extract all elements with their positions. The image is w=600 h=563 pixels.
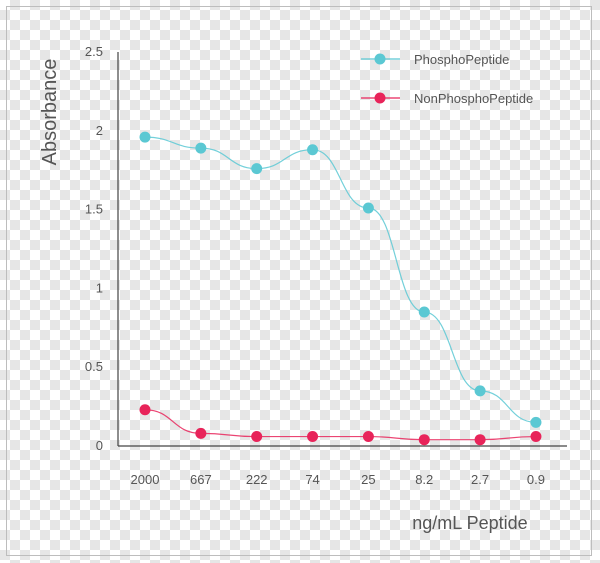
data-point-1 [139, 404, 151, 416]
y-tick-label: 1.5 [85, 202, 103, 217]
legend: PhosphoPeptide NonPhosphoPeptide [361, 52, 533, 106]
series-group [139, 131, 542, 446]
series-line-0 [144, 136, 536, 423]
chart-frame [6, 6, 592, 556]
x-tick-label: 667 [190, 472, 212, 487]
y-tick-label: 0.5 [85, 359, 103, 374]
data-point-0 [362, 202, 374, 214]
data-point-1 [251, 431, 263, 443]
data-point-1 [418, 434, 430, 446]
data-point-0 [530, 416, 542, 428]
data-point-1 [362, 431, 374, 443]
data-point-0 [474, 385, 486, 397]
x-tick-label: 25 [361, 472, 375, 487]
y-tick-label: 2 [96, 123, 103, 138]
x-tick-label: 8.2 [415, 472, 433, 487]
data-point-0 [139, 131, 151, 143]
legend-marker [374, 92, 386, 104]
data-point-0 [251, 163, 263, 175]
data-point-1 [474, 434, 486, 446]
data-point-0 [195, 142, 207, 154]
x-tick-labels: 2000 667 222 74 25 8.2 2.7 0.9 [131, 472, 545, 487]
legend-label: NonPhosphoPeptide [414, 91, 533, 106]
data-point-1 [307, 431, 319, 443]
x-tick-label: 2.7 [471, 472, 489, 487]
data-point-0 [418, 306, 430, 318]
axes [117, 52, 567, 447]
data-point-1 [530, 431, 542, 443]
x-tick-label: 74 [305, 472, 319, 487]
y-tick-labels: 0 0.5 1 1.5 2 2.5 [85, 44, 103, 453]
data-point-1 [195, 427, 207, 439]
y-tick-label: 2.5 [85, 44, 103, 59]
x-axis-title: ng/mL Peptide [412, 513, 527, 533]
y-tick-label: 0 [96, 438, 103, 453]
legend-label: PhosphoPeptide [414, 52, 509, 67]
x-tick-label: 0.9 [527, 472, 545, 487]
legend-marker [374, 53, 386, 65]
x-tick-label: 222 [246, 472, 268, 487]
data-point-0 [307, 144, 319, 156]
y-axis-title: Absorbance [39, 59, 61, 166]
x-tick-label: 2000 [131, 472, 160, 487]
y-tick-label: 1 [96, 280, 103, 295]
